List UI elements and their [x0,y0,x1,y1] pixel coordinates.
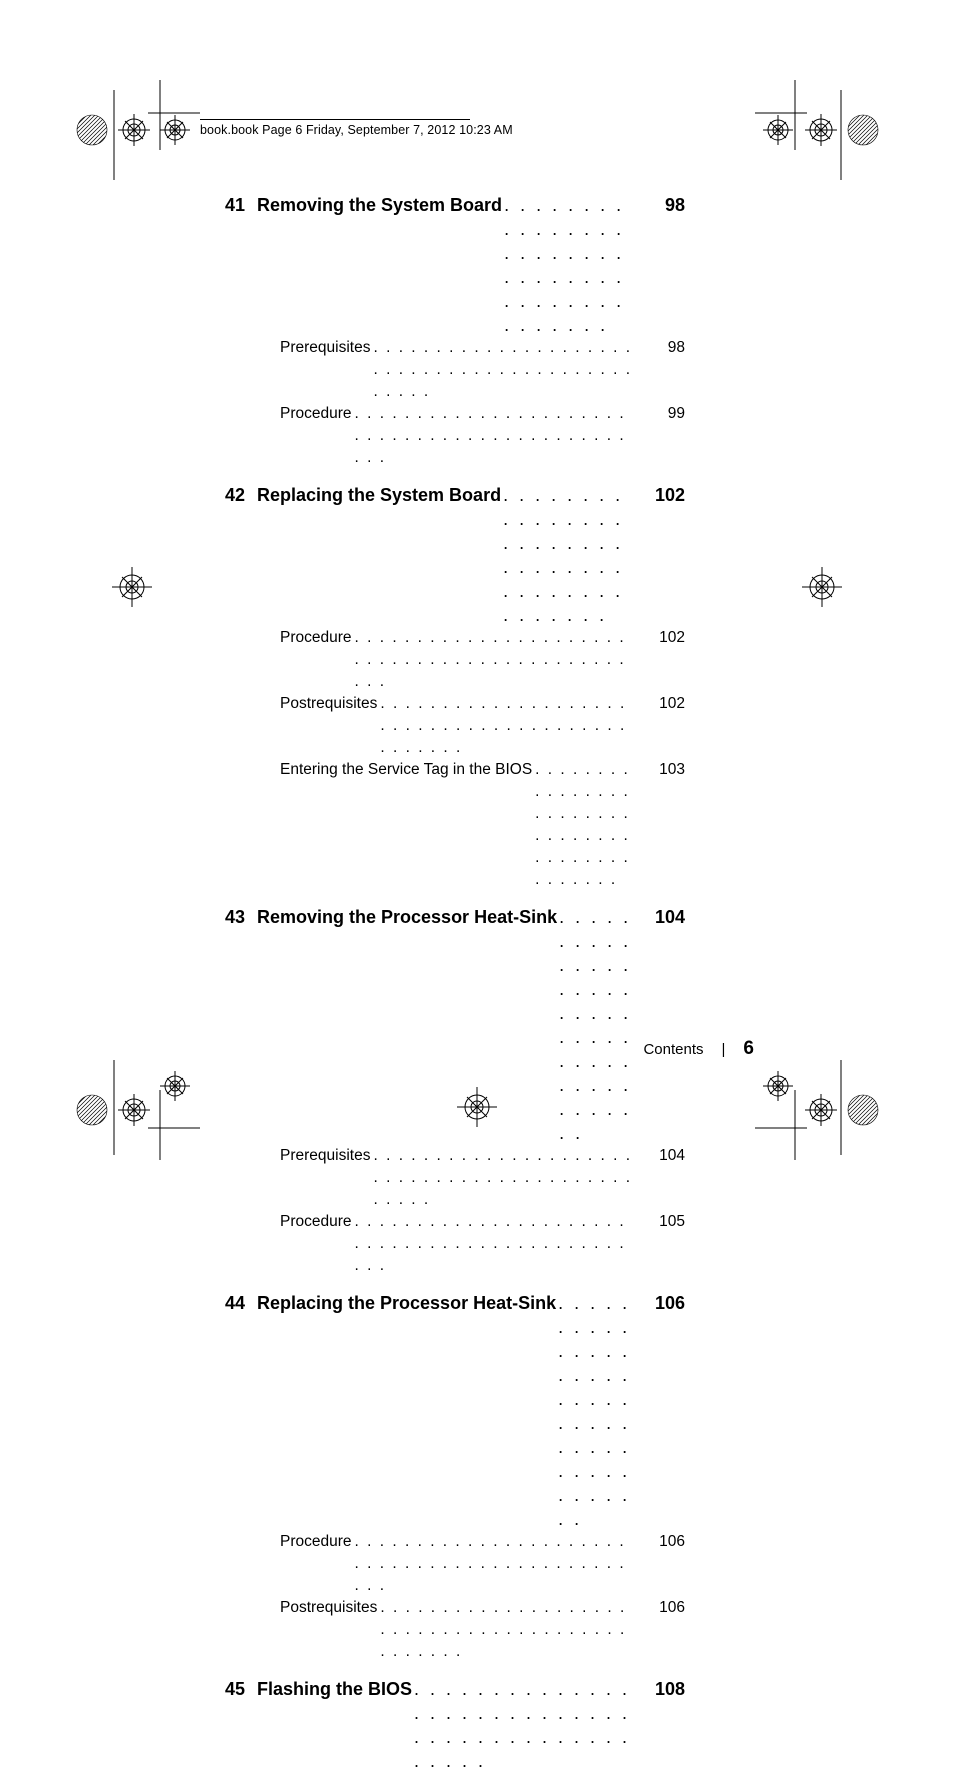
toc-leader-dots: . . . . . . . . . . . . . . . . . . . . … [502,193,641,337]
page-footer: Contents | 6 [643,1038,754,1060]
toc-sub-title: Procedure [280,403,352,425]
toc-chapter-row: 42Replacing the System Board . . . . . .… [225,483,685,627]
toc-chapter: 45Flashing the BIOS . . . . . . . . . . … [225,1677,685,1773]
toc-leader-dots: . . . . . . . . . . . . . . . . . . . . … [370,337,641,403]
toc-chapter-row: 43Removing the Processor Heat-Sink . . .… [225,905,685,1145]
toc-sub-row: Procedure . . . . . . . . . . . . . . . … [280,403,685,469]
toc-sub-page: 106 [641,1597,685,1619]
toc-sub-title: Procedure [280,1531,352,1553]
table-of-contents: 41Removing the System Board . . . . . . … [225,193,685,1787]
toc-chapter: 44Replacing the Processor Heat-Sink . . … [225,1291,685,1663]
toc-sub-page: 103 [641,759,685,781]
toc-leader-dots: . . . . . . . . . . . . . . . . . . . . … [352,1211,641,1277]
toc-leader-dots: . . . . . . . . . . . . . . . . . . . . … [352,403,641,469]
toc-chapter-number: 41 [225,193,257,217]
toc-sub-title: Postrequisites [280,1597,377,1619]
toc-sub-row: Procedure . . . . . . . . . . . . . . . … [280,627,685,693]
toc-sub-row: Prerequisites . . . . . . . . . . . . . … [280,337,685,403]
toc-sub-page: 102 [641,693,685,715]
toc-leader-dots: . . . . . . . . . . . . . . . . . . . . … [377,693,641,759]
toc-sub-page: 106 [641,1531,685,1553]
toc-leader-dots: . . . . . . . . . . . . . . . . . . . . … [352,1531,641,1597]
toc-sub-row: Procedure . . . . . . . . . . . . . . . … [280,1531,685,1597]
toc-chapter-number: 43 [225,905,257,929]
crop-mark-top-right [755,80,885,190]
toc-sub-page: 105 [641,1211,685,1233]
toc-chapter: 41Removing the System Board . . . . . . … [225,193,685,469]
toc-chapter-title: Replacing the System Board [257,483,501,507]
toc-chapter-number: 45 [225,1677,257,1701]
toc-leader-dots: . . . . . . . . . . . . . . . . . . . . … [556,1291,641,1531]
toc-chapter-page: 104 [641,905,685,929]
toc-leader-dots: . . . . . . . . . . . . . . . . . . . . … [377,1597,641,1663]
toc-sub-page: 104 [641,1145,685,1167]
toc-leader-dots: . . . . . . . . . . . . . . . . . . . . … [412,1677,641,1773]
page: book.book Page 6 Friday, September 7, 20… [0,0,954,1235]
toc-sub-page: 98 [641,337,685,359]
toc-sub-row: Postrequisites . . . . . . . . . . . . .… [280,1597,685,1663]
toc-chapter-title: Removing the Processor Heat-Sink [257,905,557,929]
toc-sub-title: Entering the Service Tag in the BIOS [280,759,532,781]
toc-chapter-row: 41Removing the System Board . . . . . . … [225,193,685,337]
toc-chapter-number: 44 [225,1291,257,1315]
crop-mark-bottom-right [755,1040,885,1160]
toc-chapter-title: Removing the System Board [257,193,502,217]
toc-chapter-row: 44Replacing the Processor Heat-Sink . . … [225,1291,685,1531]
toc-sub-page: 99 [641,403,685,425]
toc-chapter-title: Replacing the Processor Heat-Sink [257,1291,556,1315]
toc-sub-title: Prerequisites [280,1145,370,1167]
toc-leader-dots: . . . . . . . . . . . . . . . . . . . . … [370,1145,641,1211]
registration-mark-inner-bottom-left [157,1068,193,1104]
running-header: book.book Page 6 Friday, September 7, 20… [200,119,513,137]
toc-sub-title: Postrequisites [280,693,377,715]
toc-leader-dots: . . . . . . . . . . . . . . . . . . . . … [501,483,641,627]
toc-sub-row: Procedure . . . . . . . . . . . . . . . … [280,1211,685,1277]
toc-sub-title: Procedure [280,1211,352,1233]
running-header-text: book.book Page 6 Friday, September 7, 20… [200,123,513,137]
toc-sub-row: Postrequisites . . . . . . . . . . . . .… [280,693,685,759]
crop-mark-top-left [70,80,200,190]
footer-page-number: 6 [743,1038,754,1060]
registration-mark-inner-top-left [157,112,193,148]
toc-sub-title: Prerequisites [280,337,370,359]
toc-leader-dots: . . . . . . . . . . . . . . . . . . . . … [532,759,641,891]
toc-chapter-row: 45Flashing the BIOS . . . . . . . . . . … [225,1677,685,1773]
registration-mark-middle-right [797,562,847,612]
footer-divider: | [722,1041,726,1058]
toc-chapter: 43Removing the Processor Heat-Sink . . .… [225,905,685,1277]
toc-leader-dots: . . . . . . . . . . . . . . . . . . . . … [557,905,641,1145]
toc-sub-row: Entering the Service Tag in the BIOS . .… [280,759,685,891]
toc-chapter: 42Replacing the System Board . . . . . .… [225,483,685,891]
toc-chapter-page: 102 [641,483,685,507]
toc-chapter-number: 42 [225,483,257,507]
toc-sub-row: Prerequisites . . . . . . . . . . . . . … [280,1145,685,1211]
registration-mark-middle-left [107,562,157,612]
registration-mark-inner-bottom-right [760,1068,796,1104]
toc-chapter-page: 106 [641,1291,685,1315]
toc-sub-page: 102 [641,627,685,649]
registration-mark-inner-top-right [760,112,796,148]
toc-leader-dots: . . . . . . . . . . . . . . . . . . . . … [352,627,641,693]
crop-mark-bottom-left [70,1040,200,1160]
toc-chapter-page: 98 [641,193,685,217]
toc-chapter-title: Flashing the BIOS [257,1677,412,1701]
footer-label: Contents [643,1041,703,1058]
toc-chapter-page: 108 [641,1677,685,1701]
toc-sub-title: Procedure [280,627,352,649]
